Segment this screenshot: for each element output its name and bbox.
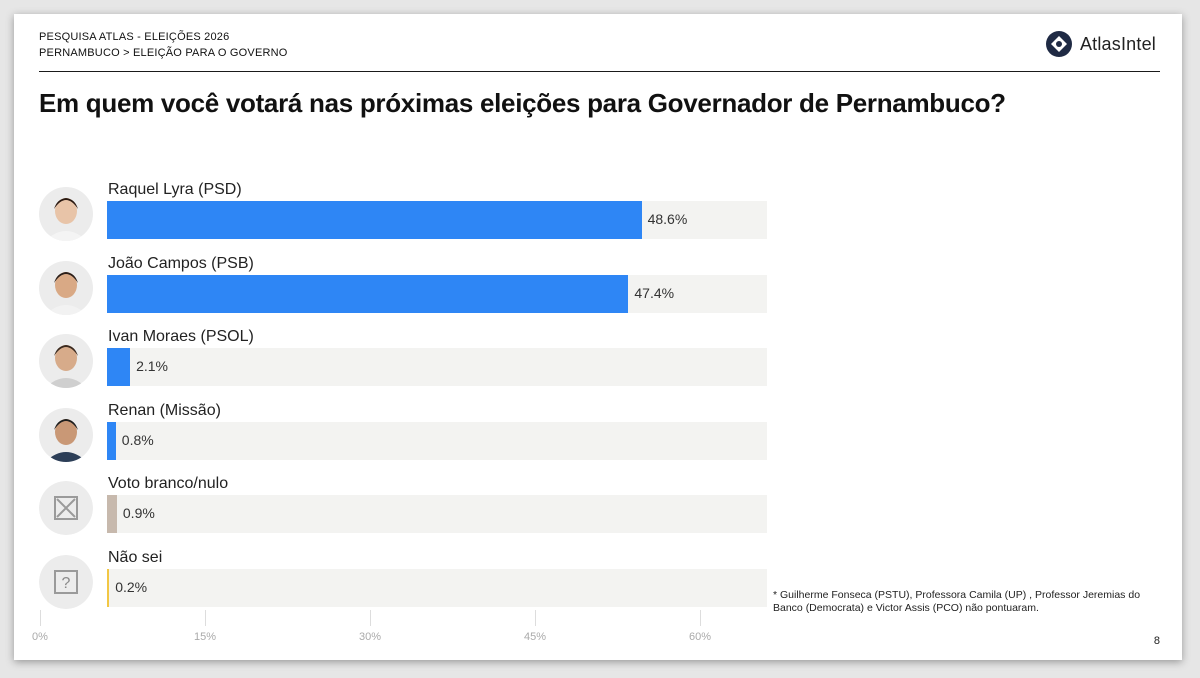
candidate-photo: [39, 260, 93, 315]
chart-row: ? Não sei 0.2%: [14, 545, 814, 619]
gridline: [700, 610, 701, 626]
logo-text: AtlasIntel: [1079, 33, 1156, 54]
bar-track: 0.9%: [107, 495, 767, 534]
bar: [107, 421, 116, 460]
header-survey: PESQUISA ATLAS - ELEIÇÕES 2026: [39, 31, 230, 43]
bar-track: 47.4%: [107, 274, 767, 313]
candidate-photo: [39, 407, 93, 462]
dont-know-icon: ?: [39, 555, 93, 609]
candidate-photo: [39, 187, 93, 241]
data-label: 0.9%: [122, 505, 155, 522]
x-tick-label: 0%: [32, 631, 48, 643]
bar-track: 0.2%: [107, 569, 767, 607]
chart-row: Voto branco/nulo 0.9%: [14, 471, 814, 545]
bar: [107, 201, 642, 239]
slide: PESQUISA ATLAS - ELEIÇÕES 2026 PERNAMBUC…: [14, 14, 1182, 660]
x-tick-label: 30%: [358, 631, 382, 643]
option-icon: ?: [39, 555, 93, 609]
bar-track: 2.1%: [107, 348, 767, 387]
candidate-avatar: [39, 407, 93, 462]
gridline: [535, 610, 536, 626]
x-tick-label: 15%: [193, 631, 217, 643]
data-label: 2.1%: [136, 358, 169, 375]
bar: [107, 348, 131, 387]
atlasintel-logo: AtlasIntel: [1045, 29, 1156, 59]
x-tick-label: 60%: [688, 631, 712, 643]
bar-track: 48.6%: [107, 201, 767, 239]
option-icon: [39, 481, 93, 536]
bar: [107, 274, 629, 313]
candidate-avatar: [39, 260, 93, 315]
candidate-photo: [39, 334, 93, 389]
atlasintel-logo-icon: [1045, 31, 1072, 57]
chart-row: Ivan Moraes (PSOL) 2.1%: [14, 324, 814, 398]
chart-row: Renan (Missão) 0.8%: [14, 398, 814, 472]
data-label: 0.8%: [121, 431, 154, 448]
chart-title: Em quem você votará nas próximas eleiçõe…: [39, 88, 1006, 118]
category-label: Voto branco/nulo: [108, 475, 229, 493]
x-tick-label: 45%: [523, 631, 547, 643]
category-label: João Campos (PSB): [108, 254, 254, 272]
category-label: Ivan Moraes (PSOL): [108, 328, 254, 346]
bar-track: 0.8%: [107, 421, 767, 460]
data-label: 0.2%: [115, 579, 148, 595]
candidate-avatar: [39, 334, 93, 389]
candidate-avatar: [39, 187, 93, 241]
svg-text:?: ?: [62, 575, 71, 592]
bar: [107, 569, 110, 607]
blank-null-icon: [39, 481, 93, 536]
bar: [107, 495, 117, 534]
gridline: [370, 610, 371, 626]
footnote: * Guilherme Fonseca (PSTU), Professora C…: [773, 589, 1141, 614]
category-label: Renan (Missão): [108, 401, 221, 419]
chart-row: João Campos (PSB) 47.4%: [14, 251, 814, 325]
header-divider: [39, 71, 1160, 72]
data-label: 48.6%: [647, 211, 688, 227]
category-label: Não sei: [108, 549, 163, 566]
gridline: [40, 610, 41, 626]
gridline: [205, 610, 206, 626]
header-breadcrumb: PERNAMBUCO > ELEIÇÃO PARA O GOVERNO: [39, 47, 288, 59]
page-number: 8: [1153, 635, 1160, 647]
category-label: Raquel Lyra (PSD): [108, 181, 242, 198]
chart-row: Raquel Lyra (PSD) 48.6%: [14, 177, 814, 251]
data-label: 47.4%: [634, 284, 675, 301]
